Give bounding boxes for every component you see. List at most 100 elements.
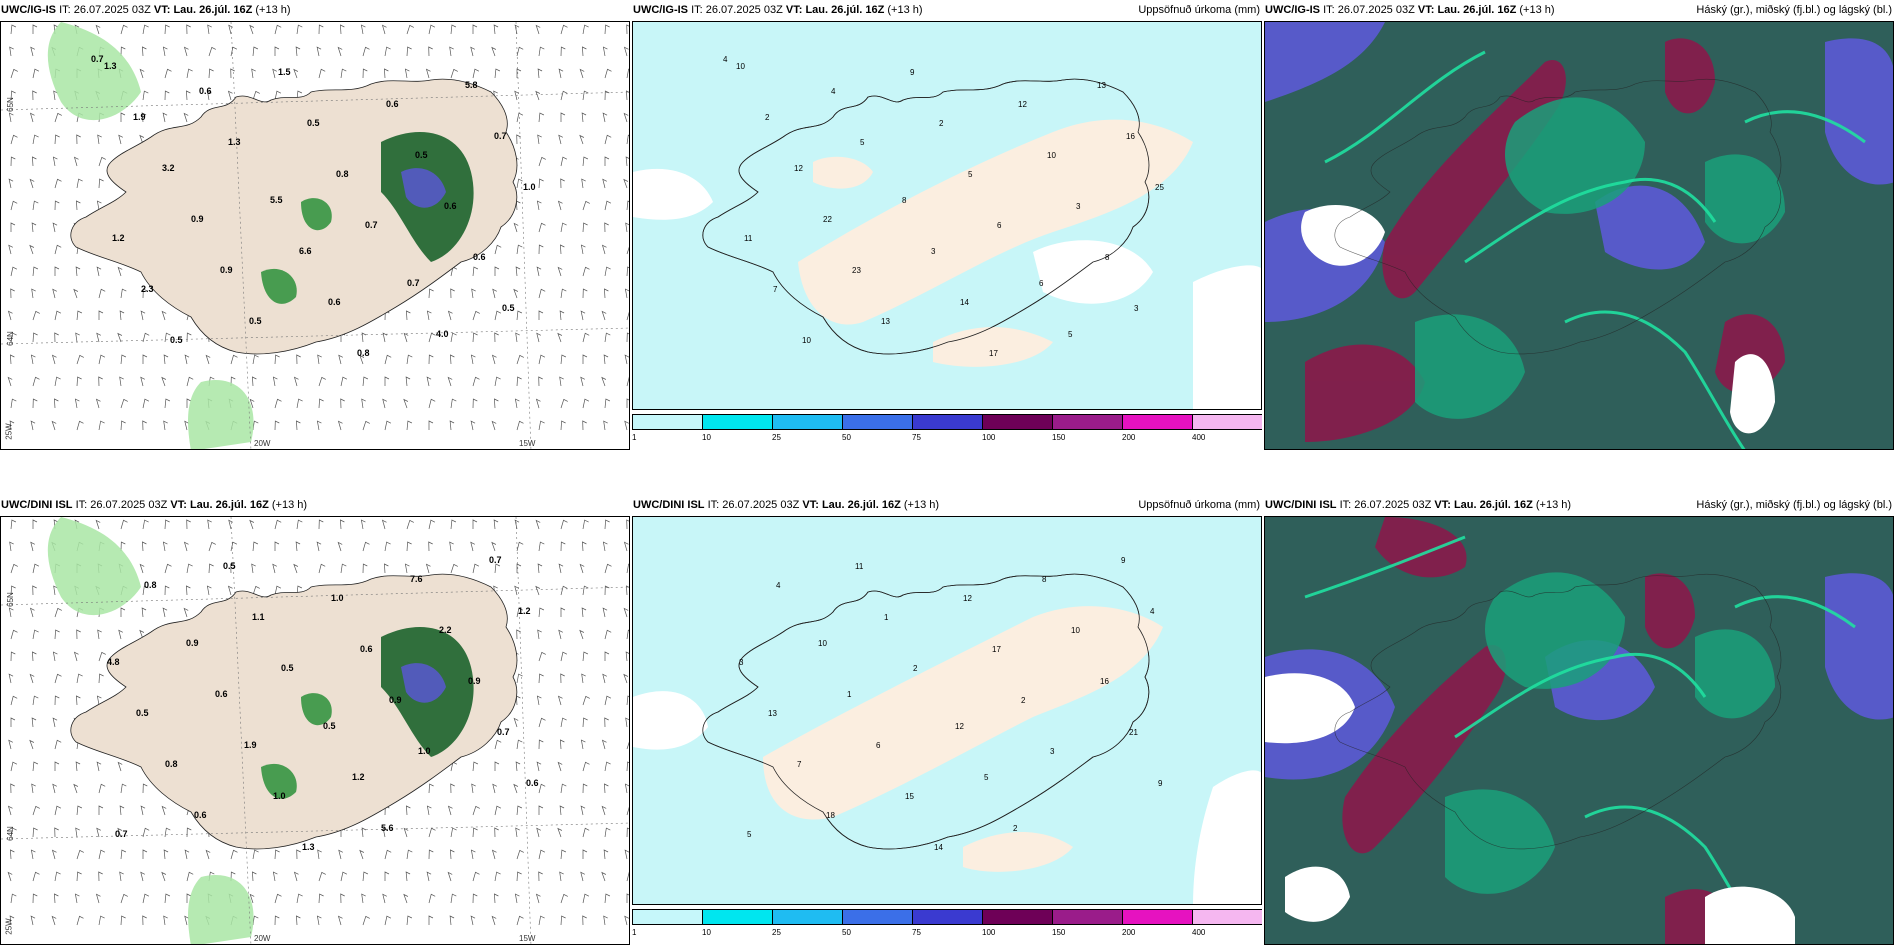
- iceland-coast: [1334, 78, 1782, 355]
- wind-barb: [338, 354, 343, 365]
- wind-barb: [472, 563, 480, 574]
- precip-area: [401, 168, 446, 208]
- wind-barb: [53, 585, 58, 596]
- wind-barb: [316, 915, 322, 926]
- wind-barb: [538, 541, 545, 552]
- it-label: IT:: [1339, 499, 1352, 511]
- wind-barb: [471, 288, 476, 299]
- wind-barb: [54, 761, 60, 771]
- value-label: 4: [723, 55, 728, 64]
- wind-barb: [340, 893, 345, 904]
- wind-barb: [318, 563, 326, 574]
- lead-time: (+13 h): [255, 4, 291, 16]
- wind-barb: [428, 541, 433, 552]
- wind-barb: [29, 739, 35, 750]
- value-label: 1.2: [112, 233, 125, 243]
- wind-barb: [450, 893, 457, 904]
- cloud-cover-map[interactable]: [1264, 21, 1894, 450]
- wind-barb: [252, 871, 257, 882]
- wind-barb: [582, 288, 588, 299]
- value-label: 13: [768, 709, 777, 718]
- colorbar-swatch: [632, 909, 703, 925]
- wind-barb: [604, 288, 609, 299]
- wind-barb: [557, 332, 563, 343]
- wind-barb: [8, 112, 14, 123]
- value-label: 0.6: [526, 778, 539, 788]
- wind-barb: [120, 398, 128, 409]
- wind-barb: [537, 134, 542, 145]
- wind-barb: [318, 871, 326, 882]
- wind-barb: [98, 871, 103, 882]
- accum-precip-map[interactable]: 4 5 6 3 4 5 8 10 2 3 7 9 10 11 13 12 25 23 17 16 22 14 13 12 3 5 2…: [632, 21, 1262, 410]
- lon-label-20w: 20W: [254, 934, 271, 943]
- panel-accum-precip-igis: UWC/IG-IS IT: 26.07.2025 03Z VT: Lau. 26…: [632, 0, 1262, 450]
- wind-barb: [119, 310, 125, 321]
- wind-barb: [428, 849, 434, 860]
- wind-barb: [579, 563, 585, 574]
- it-label: IT:: [707, 499, 720, 511]
- wind-barb: [494, 827, 499, 838]
- wind-barb: [580, 871, 585, 882]
- wind-barb: [76, 805, 83, 816]
- wind-barb: [579, 68, 585, 79]
- wind-barb: [10, 695, 18, 706]
- value-label: 1: [847, 690, 852, 699]
- wind-barb: [428, 354, 434, 365]
- wind-barb: [626, 585, 629, 596]
- wind-barb: [516, 354, 524, 365]
- wind-barb: [340, 376, 348, 387]
- colorbar-swatch: [772, 414, 843, 430]
- wind-barb: [604, 717, 609, 728]
- wind-barb: [142, 849, 148, 859]
- wind-barb: [340, 519, 345, 530]
- wind-barb: [560, 178, 565, 189]
- wind-barb: [31, 783, 36, 794]
- wind-barb: [31, 717, 37, 728]
- wind-barb: [626, 266, 629, 277]
- cloud-cover-map[interactable]: [1264, 516, 1894, 945]
- value-label: 3: [739, 658, 744, 667]
- wind-barb: [560, 585, 568, 596]
- wind-precip-map[interactable]: 0.7 1.3 0.7 0.5 0.6 0.8 0.6 0.5 0.5 0.6 2.3 1.5 0.5 1…: [0, 21, 630, 450]
- wind-barb: [516, 915, 524, 926]
- colorbar-swatch: [842, 414, 913, 430]
- wind-barb: [53, 90, 58, 101]
- valid-time: Lau. 26.júl. 16Z: [173, 4, 253, 16]
- colorbar-swatch: [1052, 414, 1123, 430]
- value-label: 18: [826, 811, 835, 820]
- value-label: 0.5: [502, 303, 515, 313]
- wind-barb: [317, 354, 322, 365]
- wind-barb: [32, 266, 39, 277]
- colorbar-swatch: [632, 414, 703, 430]
- value-label: 0.6: [473, 252, 486, 262]
- wind-barb: [472, 310, 480, 321]
- wind-barb: [29, 178, 35, 189]
- wind-barb: [582, 332, 590, 343]
- wind-barb: [95, 893, 101, 904]
- wind-barb: [9, 541, 14, 552]
- wind-barb: [98, 783, 106, 794]
- wind-barb: [142, 585, 149, 596]
- wind-precip-map[interactable]: 0.8 0.5 1.0 0.7 1.1 0.9 0.6 0.5 0.6 0.7 0.6 1.0 0.9 0…: [0, 516, 630, 945]
- wind-barb: [30, 915, 36, 926]
- wind-barb: [426, 805, 432, 816]
- wind-barb: [164, 563, 172, 574]
- wind-barb: [96, 200, 102, 211]
- wind-barb: [581, 178, 586, 189]
- wind-barb: [538, 805, 544, 815]
- wind-barb: [293, 563, 299, 574]
- wind-barb: [142, 398, 150, 409]
- wind-barb: [535, 398, 541, 409]
- wind-barb: [582, 893, 590, 904]
- wind-barb: [251, 68, 256, 79]
- wind-barb: [252, 46, 259, 57]
- value-label: 7.6: [410, 574, 423, 584]
- value-label: 7: [773, 285, 778, 294]
- wind-barb: [120, 519, 128, 530]
- wind-barb: [582, 398, 590, 409]
- vt-label: VT:: [170, 499, 187, 511]
- map-svg: 4563458102379101113122523171622141312352…: [633, 22, 1261, 409]
- accum-precip-map[interactable]: 4 2 3 5 1 2 9 11 17 21 18 12 16 7 14 10 13 15 8 3 6 2 4 1 5 9 10 12: [632, 516, 1262, 905]
- lon-label-15w: 15W: [519, 934, 536, 943]
- wind-barb: [29, 673, 35, 684]
